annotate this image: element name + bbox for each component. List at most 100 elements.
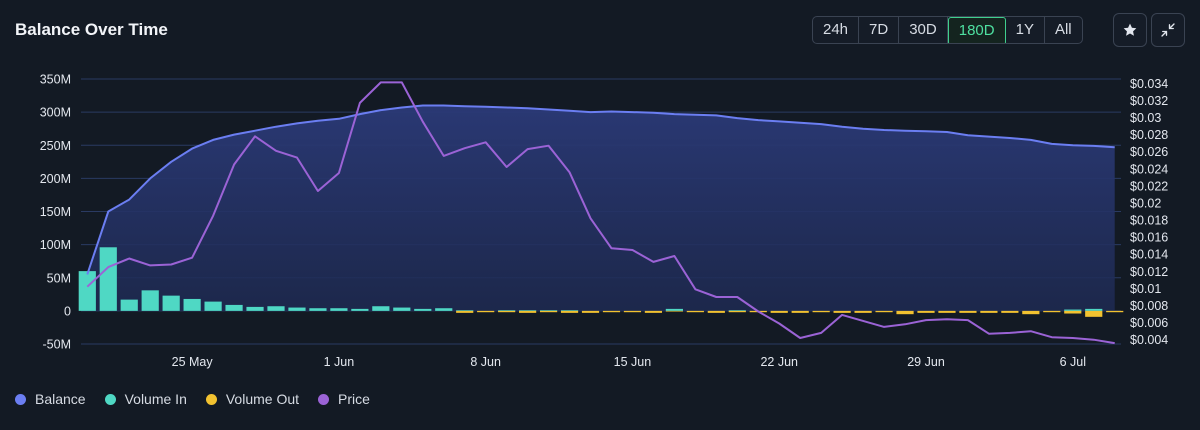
price-line <box>86 81 1115 345</box>
y-left-tick-label: -50M <box>43 338 71 352</box>
volume-out-bar <box>498 310 516 313</box>
volume-in-bar <box>183 298 201 311</box>
collapse-icon-button[interactable] <box>1151 13 1185 47</box>
y-left-tick-label: 200M <box>40 172 71 186</box>
volume-out-bar <box>1022 310 1040 315</box>
x-tick-label: 8 Jun <box>470 355 501 369</box>
range-1y-button[interactable]: 1Y <box>1006 17 1045 43</box>
y-left-tick-label: 50M <box>47 271 71 285</box>
star-icon <box>1123 23 1137 36</box>
y-right-tick-label: $0.022 <box>1130 179 1168 193</box>
volume-in-bar <box>351 308 369 311</box>
x-tick-label: 1 Jun <box>324 355 355 369</box>
collapse-arrows-icon <box>1161 23 1175 37</box>
legend-dot-balance <box>15 393 26 405</box>
y-right-tick-label: $0.004 <box>1130 333 1168 347</box>
y-left-tick-label: 350M <box>40 73 71 87</box>
y-left-tick-label: 300M <box>40 106 71 120</box>
chart-title: Balance Over Time <box>15 20 168 39</box>
balance-area <box>87 105 1115 311</box>
y-right-tick-label: $0.024 <box>1130 162 1168 176</box>
legend-item-volume-in[interactable]: Volume In <box>104 391 187 407</box>
volume-in-bar <box>246 306 264 311</box>
volume-in-bar <box>560 310 579 311</box>
volume-out-bar <box>539 310 558 313</box>
y-right-tick-label: $0.01 <box>1130 282 1161 296</box>
legend-dot-volume-out <box>205 393 217 405</box>
y-left-tick-label: 250M <box>40 139 71 153</box>
volume-in-bar <box>330 308 348 311</box>
legend-label-volume-out: Volume Out <box>225 391 300 407</box>
volume-in-bar <box>120 299 138 311</box>
time-range-selector: 24h 7D 30D 180D 1Y All <box>812 16 1083 44</box>
volume-in-bar <box>539 310 558 311</box>
volume-in-bar <box>519 310 537 311</box>
volume-out-bar <box>665 310 683 312</box>
volume-out-bar <box>959 310 977 313</box>
y-right-tick-label: $0.018 <box>1130 214 1168 228</box>
legend-item-volume-out[interactable]: Volume Out <box>205 391 300 407</box>
range-180d-button[interactable]: 180D <box>947 17 1006 43</box>
volume-out-bar <box>1064 310 1082 314</box>
legend-item-price[interactable]: Price <box>318 391 370 407</box>
y-left-tick-label: 150M <box>40 205 71 219</box>
volume-out-bar <box>980 310 998 313</box>
volume-in-bar <box>204 301 222 311</box>
x-tick-label: 6 Jul <box>1060 355 1086 369</box>
volume-in-bar <box>78 271 96 311</box>
range-24h-button[interactable]: 24h <box>813 17 860 43</box>
volume-out-bar <box>896 310 914 315</box>
chart-legend: Balance Volume In Volume Out Price <box>15 391 389 407</box>
volume-in-bar <box>393 307 411 311</box>
y-right-tick-label: $0.006 <box>1130 316 1168 330</box>
range-30d-button[interactable]: 30D <box>899 17 948 43</box>
volume-out-bar <box>1001 310 1019 313</box>
volume-in-bar <box>267 306 285 311</box>
volume-out-bar <box>456 310 474 313</box>
volume-in-bar <box>456 310 474 311</box>
volume-out-bar <box>560 310 579 313</box>
volume-in-bar <box>414 308 432 311</box>
y-right-tick-label: $0.008 <box>1130 299 1168 313</box>
volume-out-bar <box>477 310 495 313</box>
y-right-tick-label: $0.032 <box>1130 94 1168 108</box>
volume-out-bar <box>770 310 788 313</box>
volume-out-bar <box>938 310 956 313</box>
legend-label-price: Price <box>338 391 370 407</box>
y-right-tick-label: $0.016 <box>1130 231 1168 245</box>
legend-item-balance[interactable]: Balance <box>15 391 86 407</box>
y-right-tick-label: $0.012 <box>1130 265 1168 279</box>
volume-in-bar <box>309 308 327 311</box>
volume-out-bar <box>917 310 935 313</box>
y-right-tick-label: $0.034 <box>1130 77 1168 91</box>
volume-in-bar <box>1064 309 1082 311</box>
star-icon-button[interactable] <box>1113 13 1147 47</box>
y-left-tick-label: 0 <box>64 304 71 318</box>
range-all-button[interactable]: All <box>1054 21 1072 38</box>
volume-in-bar <box>1085 308 1103 311</box>
y-right-tick-label: $0.026 <box>1130 145 1168 159</box>
volume-out-bar <box>791 310 809 313</box>
volume-in-bar <box>728 310 746 311</box>
volume-out-bar <box>581 310 600 313</box>
balance-line <box>86 104 1115 275</box>
volume-in-bar <box>435 308 453 311</box>
y-right-tick-label: $0.02 <box>1130 196 1161 210</box>
volume-out-bar <box>1043 310 1061 313</box>
volume-out-bar <box>644 310 663 313</box>
volume-in-bar <box>225 304 243 311</box>
volume-out-bar <box>875 310 893 313</box>
volume-in-bar <box>141 290 159 311</box>
x-tick-label: 15 Jun <box>614 355 652 369</box>
x-tick-label: 25 May <box>172 355 214 369</box>
volume-out-bar <box>1085 310 1103 317</box>
x-tick-label: 22 Jun <box>760 355 798 369</box>
volume-in-bar <box>498 310 516 311</box>
legend-label-volume-in: Volume In <box>124 391 187 407</box>
legend-dot-volume-in <box>104 393 116 405</box>
y-left-tick-label: 100M <box>40 238 71 252</box>
range-7d-button[interactable]: 7D <box>859 17 900 43</box>
volume-out-bar <box>623 310 642 313</box>
volume-in-bar <box>288 307 306 311</box>
